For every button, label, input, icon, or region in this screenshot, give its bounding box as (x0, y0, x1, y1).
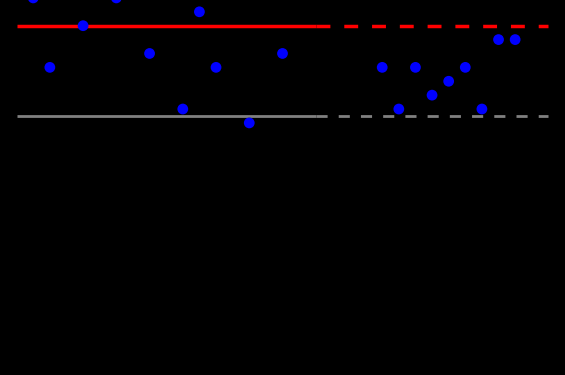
Point (211, 64, 220, 70)
Point (377, 64, 386, 70)
Point (45, 64, 54, 70)
Point (278, 51, 287, 57)
Point (245, 120, 254, 126)
Point (394, 106, 403, 112)
Point (179, 106, 188, 112)
Point (511, 37, 520, 43)
Point (428, 92, 437, 98)
Point (444, 78, 453, 84)
Point (195, 9, 204, 15)
Point (477, 106, 486, 112)
Point (79, 23, 88, 29)
Point (145, 51, 154, 57)
Point (461, 64, 470, 70)
Point (411, 64, 420, 70)
Point (494, 37, 503, 43)
Point (112, 0, 121, 1)
Point (29, 0, 38, 1)
